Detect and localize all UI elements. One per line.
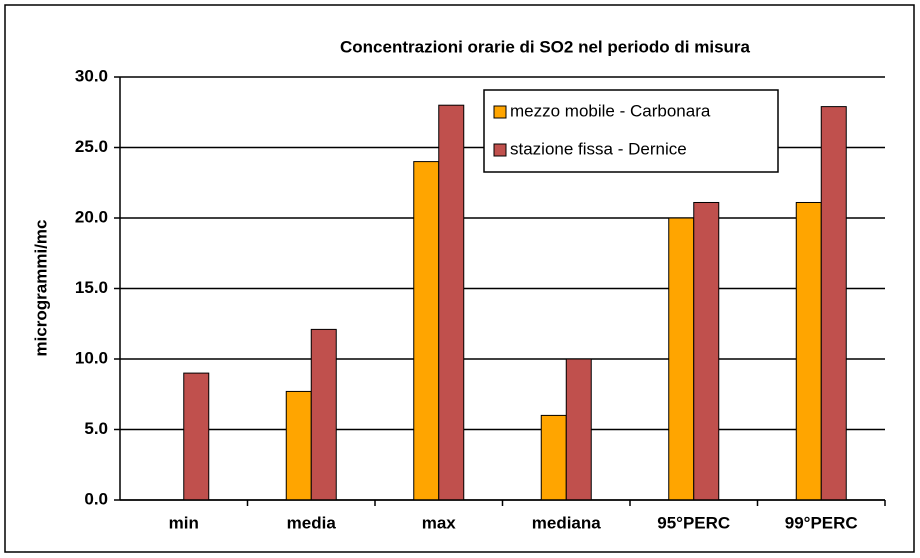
x-tick-label: min: [169, 513, 199, 532]
y-tick-label: 30.0: [75, 66, 108, 85]
bar: [413, 161, 440, 501]
x-tick-label: 95°PERC: [657, 513, 730, 532]
x-tick-label: max: [422, 513, 457, 532]
y-tick-label: 10.0: [75, 348, 108, 367]
legend-box: [483, 89, 779, 173]
y-axis-label: microgrammi/mc: [31, 220, 50, 357]
legend-label: stazione fissa - Dernice: [510, 139, 687, 158]
y-tick-label: 25.0: [75, 137, 108, 156]
y-tick-label: 0.0: [84, 489, 108, 508]
bar: [310, 328, 337, 501]
legend-swatch: [493, 105, 507, 119]
bar: [565, 358, 592, 501]
legend-label: mezzo mobile - Carbonara: [510, 101, 711, 120]
chart-title: Concentrazioni orarie di SO2 nel periodo…: [340, 37, 751, 56]
x-tick-label: 99°PERC: [785, 513, 858, 532]
y-tick-label: 15.0: [75, 278, 108, 297]
x-tick-label: mediana: [532, 513, 602, 532]
legend: mezzo mobile - Carbonara stazione fissa -…: [483, 89, 779, 173]
bar: [668, 217, 695, 501]
bar: [693, 201, 720, 501]
legend-swatch: [493, 143, 507, 157]
bar: [820, 106, 847, 501]
bar: [183, 372, 210, 501]
y-tick-label: 5.0: [84, 419, 108, 438]
y-tick-label: 20.0: [75, 207, 108, 226]
bar: [795, 201, 822, 501]
bar: [438, 104, 465, 501]
bar: [540, 414, 567, 501]
bar: [285, 390, 312, 501]
x-tick-label: media: [287, 513, 337, 532]
